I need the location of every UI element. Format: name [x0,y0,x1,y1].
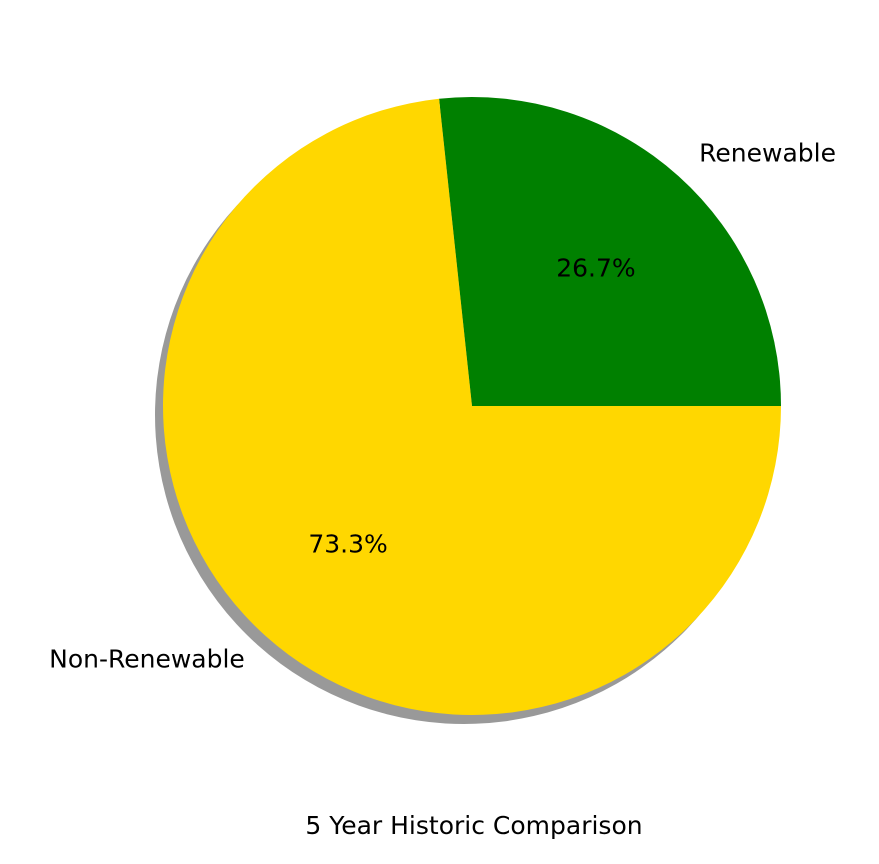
pie-slices [163,97,781,715]
pie-labels: Renewable 26.7% Non-Renewable 73.3% [49,139,836,674]
slice-label-renewable: Renewable [699,139,836,168]
pct-label-non-renewable: 73.3% [308,529,387,558]
pie-slice-non-renewable [163,98,781,715]
chart-title: 5 Year Historic Comparison [305,811,642,840]
slice-label-non-renewable: Non-Renewable [49,644,245,673]
pie-slice-renewable [439,97,781,406]
pct-label-renewable: 26.7% [556,254,635,283]
